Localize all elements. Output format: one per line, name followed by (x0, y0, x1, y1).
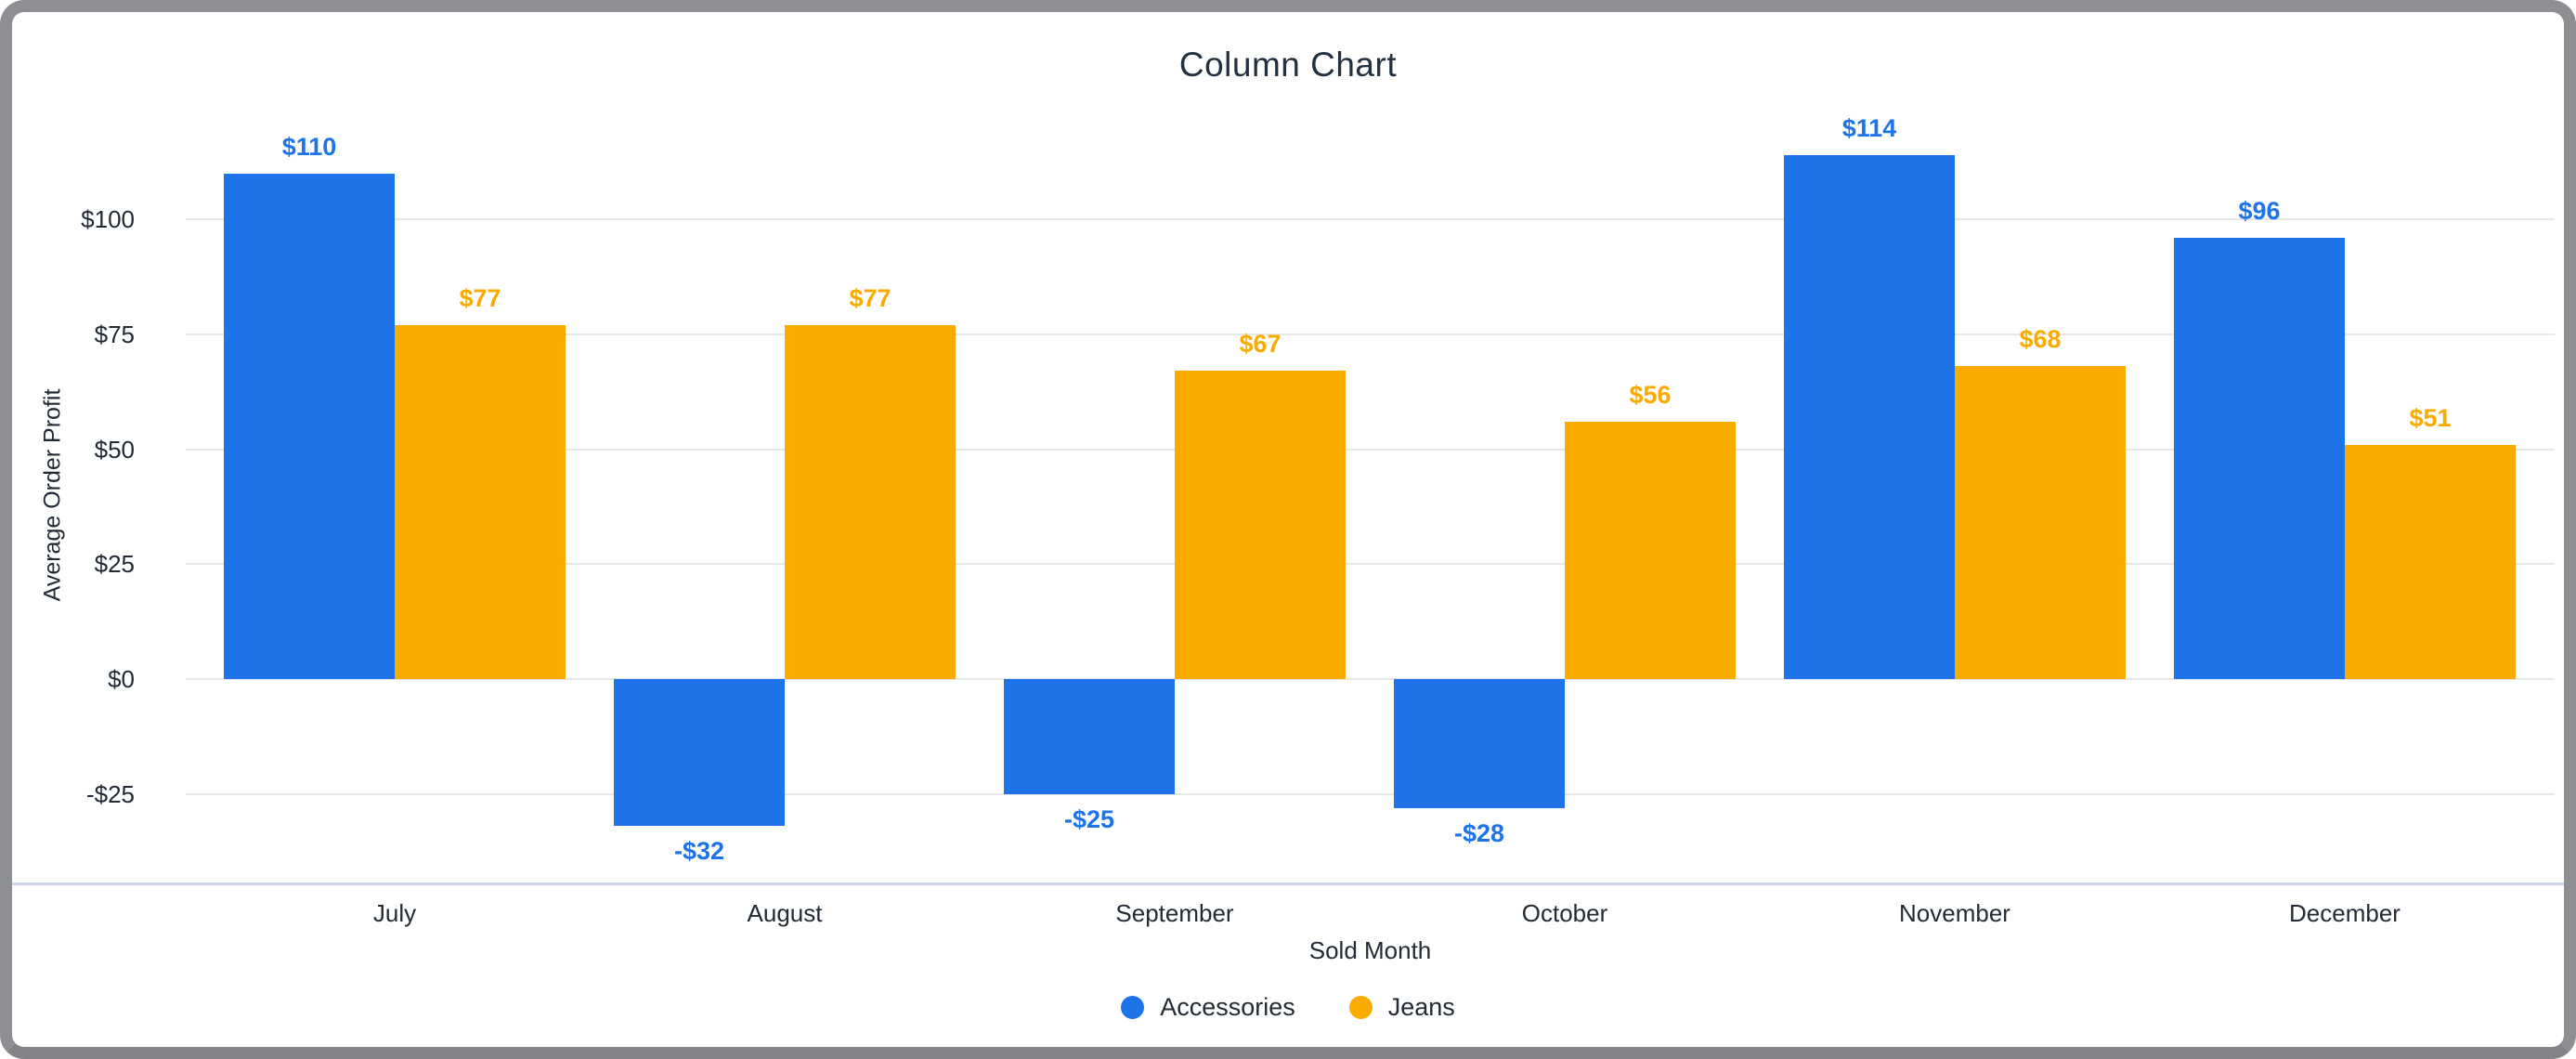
value-label-accessories-october: -$28 (1453, 818, 1505, 847)
value-label-accessories-november: $114 (1841, 113, 1897, 142)
value-label-accessories-december: $96 (2238, 196, 2281, 225)
value-label-jeans-december: $51 (2409, 403, 2452, 432)
value-label-jeans-july: $77 (459, 283, 501, 312)
bar-accessories-august[interactable] (614, 679, 785, 827)
x-tick-label-october: October (1521, 899, 1608, 927)
legend-label-jeans: Jeans (1387, 993, 1455, 1021)
value-label-jeans-october: $56 (1629, 380, 1672, 409)
y-tick-label: $25 (94, 550, 135, 579)
gridline-$0 (186, 678, 2555, 680)
bar-jeans-july[interactable] (395, 324, 566, 679)
x-tick-label-november: November (1899, 899, 2010, 927)
y-tick-label: $50 (94, 435, 135, 464)
bar-accessories-july[interactable] (224, 173, 395, 679)
x-tick-label-july: July (372, 899, 417, 927)
bar-jeans-september[interactable] (1175, 371, 1346, 679)
legend-item-accessories[interactable]: Accessories (1121, 993, 1295, 1022)
bar-jeans-august[interactable] (785, 324, 956, 679)
x-tick-label-september: September (1115, 899, 1234, 927)
value-label-jeans-november: $68 (2019, 325, 2062, 354)
bar-jeans-november[interactable] (1955, 366, 2126, 679)
bar-accessories-december[interactable] (2174, 237, 2345, 679)
gridline-$50 (186, 448, 2555, 451)
x-axis-title: Sold Month (1308, 936, 1432, 964)
x-tick-label-august: August (747, 899, 823, 927)
bar-jeans-october[interactable] (1565, 421, 1736, 679)
legend: Accessories Jeans (12, 993, 2564, 1022)
x-axis-line (12, 882, 2564, 885)
bar-jeans-december[interactable] (2345, 444, 2516, 679)
gridline-$100 (186, 218, 2555, 220)
legend-dot-jeans (1348, 996, 1373, 1019)
legend-dot-accessories (1121, 996, 1145, 1019)
value-label-accessories-july: $110 (281, 132, 337, 161)
y-tick-label: $75 (94, 320, 135, 348)
y-tick-label: $100 (81, 205, 135, 233)
value-label-jeans-september: $67 (1239, 330, 1281, 359)
value-label-accessories-august: -$32 (673, 837, 725, 866)
value-label-jeans-august: $77 (849, 283, 891, 312)
gridline-$25 (186, 563, 2555, 566)
legend-label-accessories: Accessories (1160, 993, 1295, 1021)
y-tick-label: $0 (108, 665, 135, 693)
x-tick-label-december: December (2289, 899, 2400, 927)
value-label-accessories-september: -$25 (1063, 804, 1115, 833)
y-tick-label: -$25 (85, 779, 135, 808)
bar-accessories-september[interactable] (1004, 679, 1175, 794)
legend-item-jeans[interactable]: Jeans (1348, 993, 1455, 1022)
chart-title: Column Chart (1178, 46, 1398, 84)
gridline-$75 (186, 333, 2555, 335)
bar-accessories-october[interactable] (1394, 679, 1565, 808)
bar-accessories-november[interactable] (1784, 154, 1955, 679)
gridline--$25 (186, 792, 2555, 795)
